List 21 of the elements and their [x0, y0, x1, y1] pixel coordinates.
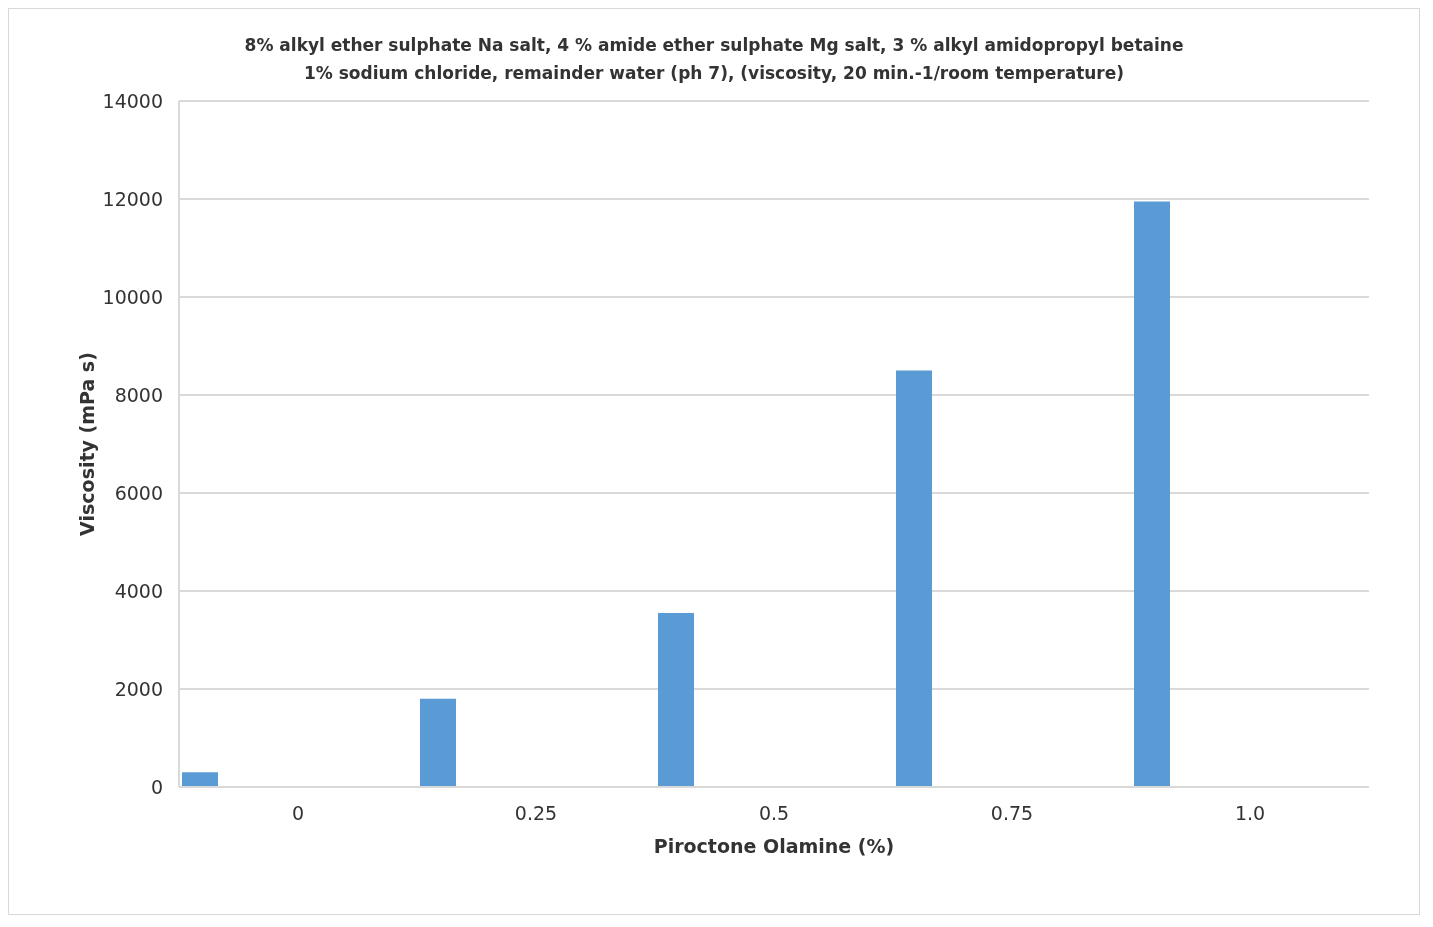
y-tick-label: 0 [150, 775, 163, 798]
x-tick-label: 0.5 [758, 802, 790, 825]
y-axis-title: Viscosity (mPa s) [75, 352, 98, 536]
y-tick-label: 14000 [102, 89, 163, 112]
bar [896, 370, 932, 787]
x-tick-label: 0.75 [990, 802, 1034, 825]
y-tick-label: 10000 [102, 285, 163, 308]
x-tick-label: 1.0 [1234, 802, 1266, 825]
bar [420, 698, 456, 787]
y-tick-label: 12000 [102, 187, 163, 210]
y-tick-label: 8000 [114, 383, 163, 406]
y-tick-label: 4000 [114, 579, 163, 602]
x-axis-title: Piroctone Olamine (%) [653, 835, 895, 857]
x-tick-label: 0 [291, 802, 305, 825]
bar [658, 613, 694, 787]
bar [182, 772, 218, 787]
y-tick-label: 2000 [114, 677, 163, 700]
y-tick-label: 6000 [114, 481, 163, 504]
bar [1134, 201, 1170, 787]
chart-title: 8% alkyl ether sulphate Na salt, 4 % amide ether sulphate Mg salt, 3 % alkyl amidopropyl betaine 1% sodium chloride, remainder water (ph 7), (viscosity, 20 min.-1/room temperature) [243, 34, 1185, 85]
x-tick-label: 0.25 [514, 802, 558, 825]
